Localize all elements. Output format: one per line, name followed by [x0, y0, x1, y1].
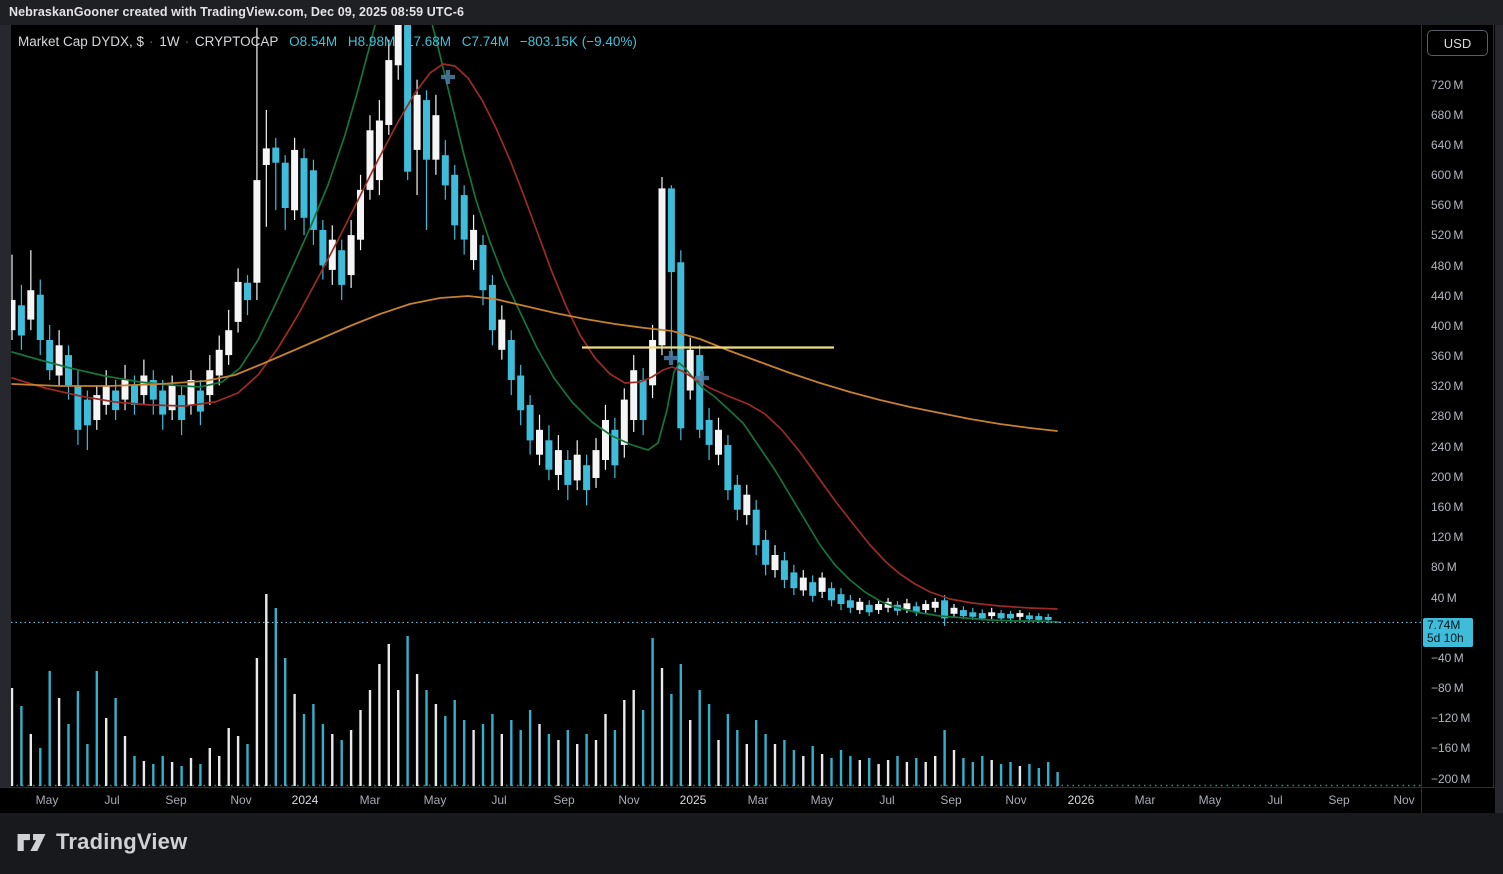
right-edge-strip — [1495, 25, 1503, 813]
price-tick-label: 440 M — [1431, 289, 1464, 303]
price-tick-label: 40 M — [1431, 591, 1457, 605]
price-tick-label: 560 M — [1431, 198, 1464, 212]
time-tick-label: Nov — [618, 793, 640, 807]
time-tick-label: Nov — [230, 793, 252, 807]
time-tick-label: Nov — [1005, 793, 1027, 807]
ohlc-high: H8.98M — [347, 34, 396, 49]
tradingview-logo[interactable]: TradingView — [16, 829, 187, 855]
ma-green-line — [11, 25, 1059, 623]
time-axis[interactable]: May Jul Sep Nov 2024 Mar May Jul Sep Nov 2025 Mar Ma… — [0, 787, 1421, 813]
time-tick-label: May — [1198, 793, 1222, 807]
time-tick-label: 2025 — [679, 793, 707, 807]
time-tick-label: Nov — [1393, 793, 1415, 807]
left-edge-strip — [0, 25, 11, 813]
symbol-title: Market Cap DYDX, $ — [18, 34, 145, 49]
ma-red-line — [11, 63, 1058, 610]
price-tick-label: 80 M — [1431, 560, 1457, 574]
time-tick-label: May — [423, 793, 447, 807]
time-tick-label: Jul — [1267, 793, 1283, 807]
price-axis[interactable]: USD 7.74M 5d 10h 720 M 680 M 640 M 600 M 560… — [1421, 25, 1494, 813]
plus-marker[interactable] — [441, 70, 455, 84]
time-tick-label: 2026 — [1067, 793, 1095, 807]
axis-corner-cell — [1421, 787, 1503, 813]
volume-series — [11, 594, 1059, 786]
time-tick-label: Mar — [359, 793, 381, 807]
exchange-label: CRYPTOCAP — [194, 34, 279, 49]
price-plot[interactable] — [11, 25, 1421, 787]
time-tick-label: May — [35, 793, 59, 807]
symbol-legend[interactable]: Market Cap DYDX, $ · 1W · CRYPTOCAP O8.54M… — [18, 34, 644, 49]
ohlc-low: L7.68M — [405, 34, 451, 49]
currency-button[interactable]: USD — [1427, 30, 1488, 56]
price-tick-label: −80 M — [1431, 681, 1464, 695]
price-tick-label: 200 M — [1431, 470, 1464, 484]
time-tick-label: 2024 — [291, 793, 319, 807]
price-tick-label: 280 M — [1431, 409, 1464, 423]
price-tick-label: −200 M — [1431, 772, 1471, 786]
price-tick-label: −160 M — [1431, 741, 1471, 755]
price-tick-label: 240 M — [1431, 440, 1464, 454]
ohlc-open: O8.54M — [289, 34, 338, 49]
price-tick-label: 320 M — [1431, 379, 1464, 393]
tradingview-wordmark: TradingView — [56, 829, 188, 854]
plus-marker[interactable] — [695, 371, 709, 385]
plus-marker[interactable] — [664, 351, 678, 365]
price-tick-label: 160 M — [1431, 500, 1464, 514]
interval-label: 1W — [159, 34, 180, 49]
legend-separator: · — [184, 34, 190, 49]
time-tick-label: Jul — [879, 793, 895, 807]
time-tick-label: Mar — [747, 793, 769, 807]
legend-separator: · — [149, 34, 154, 49]
candle-series — [11, 25, 1062, 626]
time-tick-label: May — [810, 793, 834, 807]
time-tick-label: Sep — [165, 793, 187, 807]
time-tick-label: Sep — [1328, 793, 1350, 807]
time-tick-label: Mar — [1134, 793, 1156, 807]
attribution-bar: NebraskanGooner created with TradingView… — [0, 0, 1503, 25]
time-tick-label: Jul — [491, 793, 507, 807]
price-tick-label: −40 M — [1431, 651, 1464, 665]
price-tick-label: 120 M — [1431, 530, 1464, 544]
price-tick-label: 520 M — [1431, 228, 1464, 242]
price-tick-label: 480 M — [1431, 259, 1464, 273]
attribution-text: NebraskanGooner created with TradingView… — [9, 5, 465, 19]
time-tick-label: Jul — [104, 793, 120, 807]
price-tick-label: −120 M — [1431, 711, 1471, 725]
last-price-value: 7.74M — [1427, 618, 1461, 632]
chart-area: Market Cap DYDX, $ · 1W · CRYPTOCAP O8.54M… — [0, 25, 1503, 813]
ma-orange-line — [11, 295, 1058, 432]
price-tick-label: 360 M — [1431, 349, 1464, 363]
change-value: −803.15K (−9.40%) — [519, 34, 637, 49]
price-tick-label: 400 M — [1431, 319, 1464, 333]
price-tick-label: 640 M — [1431, 138, 1464, 152]
ohlc-close: C7.74M — [461, 34, 510, 49]
time-tick-label: Sep — [553, 793, 575, 807]
bar-countdown: 5d 10h — [1427, 631, 1464, 645]
price-tick-label: 680 M — [1431, 108, 1464, 122]
last-price-badge: 7.74M 5d 10h — [1423, 618, 1473, 647]
bottom-toolbar: TradingView — [0, 813, 1503, 874]
price-tick-label: 600 M — [1431, 168, 1464, 182]
time-tick-label: Sep — [940, 793, 962, 807]
price-tick-label: 720 M — [1431, 78, 1464, 92]
anchor-markers[interactable] — [441, 70, 709, 385]
tradingview-logo-icon — [17, 833, 46, 851]
